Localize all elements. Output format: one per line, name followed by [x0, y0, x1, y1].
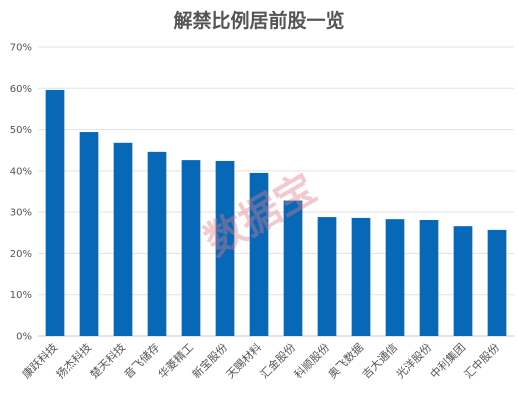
- bar: [45, 89, 65, 337]
- x-tick-label: 华菱精工: [155, 340, 196, 381]
- x-tick-label: 奥飞数据: [325, 340, 366, 381]
- x-tick-label: 科顺股份: [291, 340, 332, 381]
- x-tick-label: 康跃科技: [19, 340, 60, 381]
- y-tick-label: 70%: [10, 43, 32, 54]
- y-tick-label: 0%: [16, 332, 32, 343]
- y-tick-label: 30%: [10, 208, 32, 219]
- x-axis: 康跃科技扬杰科技楚天科技音飞储存华菱精工新宝股份天赐材料汇金股份科顺股份奥飞数据…: [19, 340, 502, 381]
- chart-title: 解禁比例居前股一览: [173, 9, 344, 32]
- bar: [113, 142, 133, 336]
- y-tick-label: 60%: [10, 84, 32, 95]
- x-tick-label: 新宝股份: [189, 340, 230, 381]
- x-tick-label: 光洋股份: [393, 340, 434, 381]
- bar: [385, 219, 405, 336]
- y-tick-label: 10%: [10, 290, 32, 301]
- y-tick-label: 40%: [10, 166, 32, 177]
- y-axis: 0% 10% 20% 30% 40% 50% 60% 70%: [10, 43, 32, 343]
- x-tick-label: 汇中股份: [462, 341, 502, 381]
- bar: [317, 217, 337, 336]
- bars: [45, 89, 507, 337]
- bar: [487, 229, 507, 336]
- y-tick-label: 50%: [10, 125, 32, 136]
- bar: [147, 151, 167, 336]
- bar: [351, 217, 371, 336]
- x-tick-label: 楚天科技: [87, 340, 128, 381]
- x-tick-label: 扬杰科技: [53, 340, 94, 381]
- bar: [215, 160, 235, 336]
- bar: [453, 226, 473, 336]
- x-tick-label: 中利集团: [427, 340, 468, 381]
- x-tick-label: 音飞储存: [121, 340, 162, 381]
- bar: [181, 160, 201, 336]
- bar: [249, 172, 269, 336]
- bar: [79, 132, 99, 336]
- bar: [283, 200, 303, 336]
- x-tick-label: 天赐材料: [223, 340, 264, 381]
- bar: [419, 219, 439, 336]
- y-tick-label: 20%: [10, 249, 32, 260]
- x-tick-label: 汇金股份: [257, 340, 298, 381]
- x-tick-label: 吉大通信: [359, 340, 400, 381]
